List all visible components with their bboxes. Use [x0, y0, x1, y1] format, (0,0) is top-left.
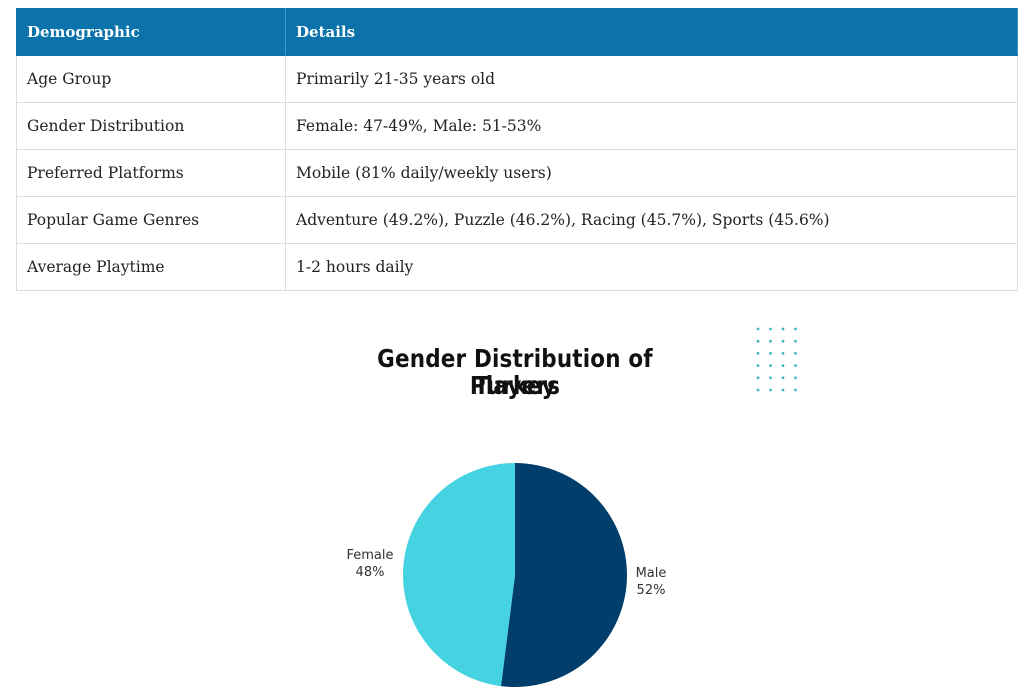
- decoration-dot: [781, 388, 785, 392]
- table-row: Average Playtime 1-2 hours daily: [16, 243, 1018, 291]
- details-cell: Primarily 21-35 years old: [285, 55, 1018, 103]
- chart-title: Gender Distribution of Players: [377, 344, 653, 400]
- pie-chart-svg: [402, 327, 797, 687]
- table-row: Popular Game Genres Adventure (49.2%), P…: [16, 196, 1018, 244]
- details-cell: Mobile (81% daily/weekly users): [285, 149, 1018, 197]
- decoration-dot: [794, 364, 797, 367]
- decoration-dot: [794, 388, 797, 392]
- decoration-dot: [781, 352, 785, 355]
- demographic-cell: Age Group: [16, 55, 286, 103]
- decoration-dot: [781, 364, 785, 367]
- table-header-row: Demographic Details: [16, 8, 1018, 56]
- table-row: Gender Distribution Female: 47-49%, Male…: [16, 102, 1018, 150]
- pie-slice-male: [500, 463, 627, 687]
- demographic-cell: Popular Game Genres: [16, 196, 286, 244]
- decoration-dot: [756, 327, 760, 331]
- details-cell: Female: 47-49%, Male: 51-53%: [285, 102, 1018, 150]
- table-row: Age Group Primarily 21-35 years old: [16, 55, 1018, 103]
- chart-subtitle: Turkey: [474, 371, 556, 400]
- table-row: Preferred Platforms Mobile (81% daily/we…: [16, 149, 1018, 197]
- decoration-dot: [769, 388, 772, 392]
- decoration-dot: [794, 352, 797, 355]
- demographic-cell: Average Playtime: [16, 243, 286, 291]
- dotted-grid-decoration: [756, 327, 797, 392]
- column-header-details: Details: [285, 8, 1018, 56]
- pie-slice-female: [402, 463, 515, 687]
- decoration-dot: [781, 327, 785, 331]
- decoration-dot: [756, 364, 760, 367]
- female-slice-label: Female 48%: [332, 547, 408, 581]
- decoration-dot: [794, 339, 797, 343]
- decoration-dot: [794, 327, 797, 331]
- female-value-text: 48%: [355, 565, 385, 580]
- decoration-dot: [781, 376, 785, 380]
- gender-pie-chart: Gender Distribution of Players Turkey Fe…: [0, 300, 1024, 700]
- decoration-dot: [781, 339, 785, 343]
- decoration-dot: [769, 327, 772, 331]
- decoration-dot: [769, 339, 772, 343]
- decoration-dot: [756, 388, 760, 392]
- male-slice-label: Male 52%: [616, 565, 686, 599]
- decoration-dot: [794, 376, 797, 380]
- demographics-table: Demographic Details Age Group Primarily …: [16, 8, 1018, 291]
- male-value-text: 52%: [636, 583, 666, 598]
- decoration-dot: [769, 352, 772, 355]
- male-label-text: Male: [635, 566, 667, 581]
- decoration-dot: [756, 376, 760, 380]
- decoration-dot: [769, 376, 772, 380]
- female-label-text: Female: [346, 548, 394, 563]
- demographic-cell: Preferred Platforms: [16, 149, 286, 197]
- decoration-dot: [769, 364, 772, 367]
- details-cell: Adventure (49.2%), Puzzle (46.2%), Racin…: [285, 196, 1018, 244]
- details-cell: 1-2 hours daily: [285, 243, 1018, 291]
- decoration-dot: [756, 352, 760, 355]
- demographic-cell: Gender Distribution: [16, 102, 286, 150]
- decoration-dot: [756, 339, 760, 343]
- column-header-demographic: Demographic: [16, 8, 286, 56]
